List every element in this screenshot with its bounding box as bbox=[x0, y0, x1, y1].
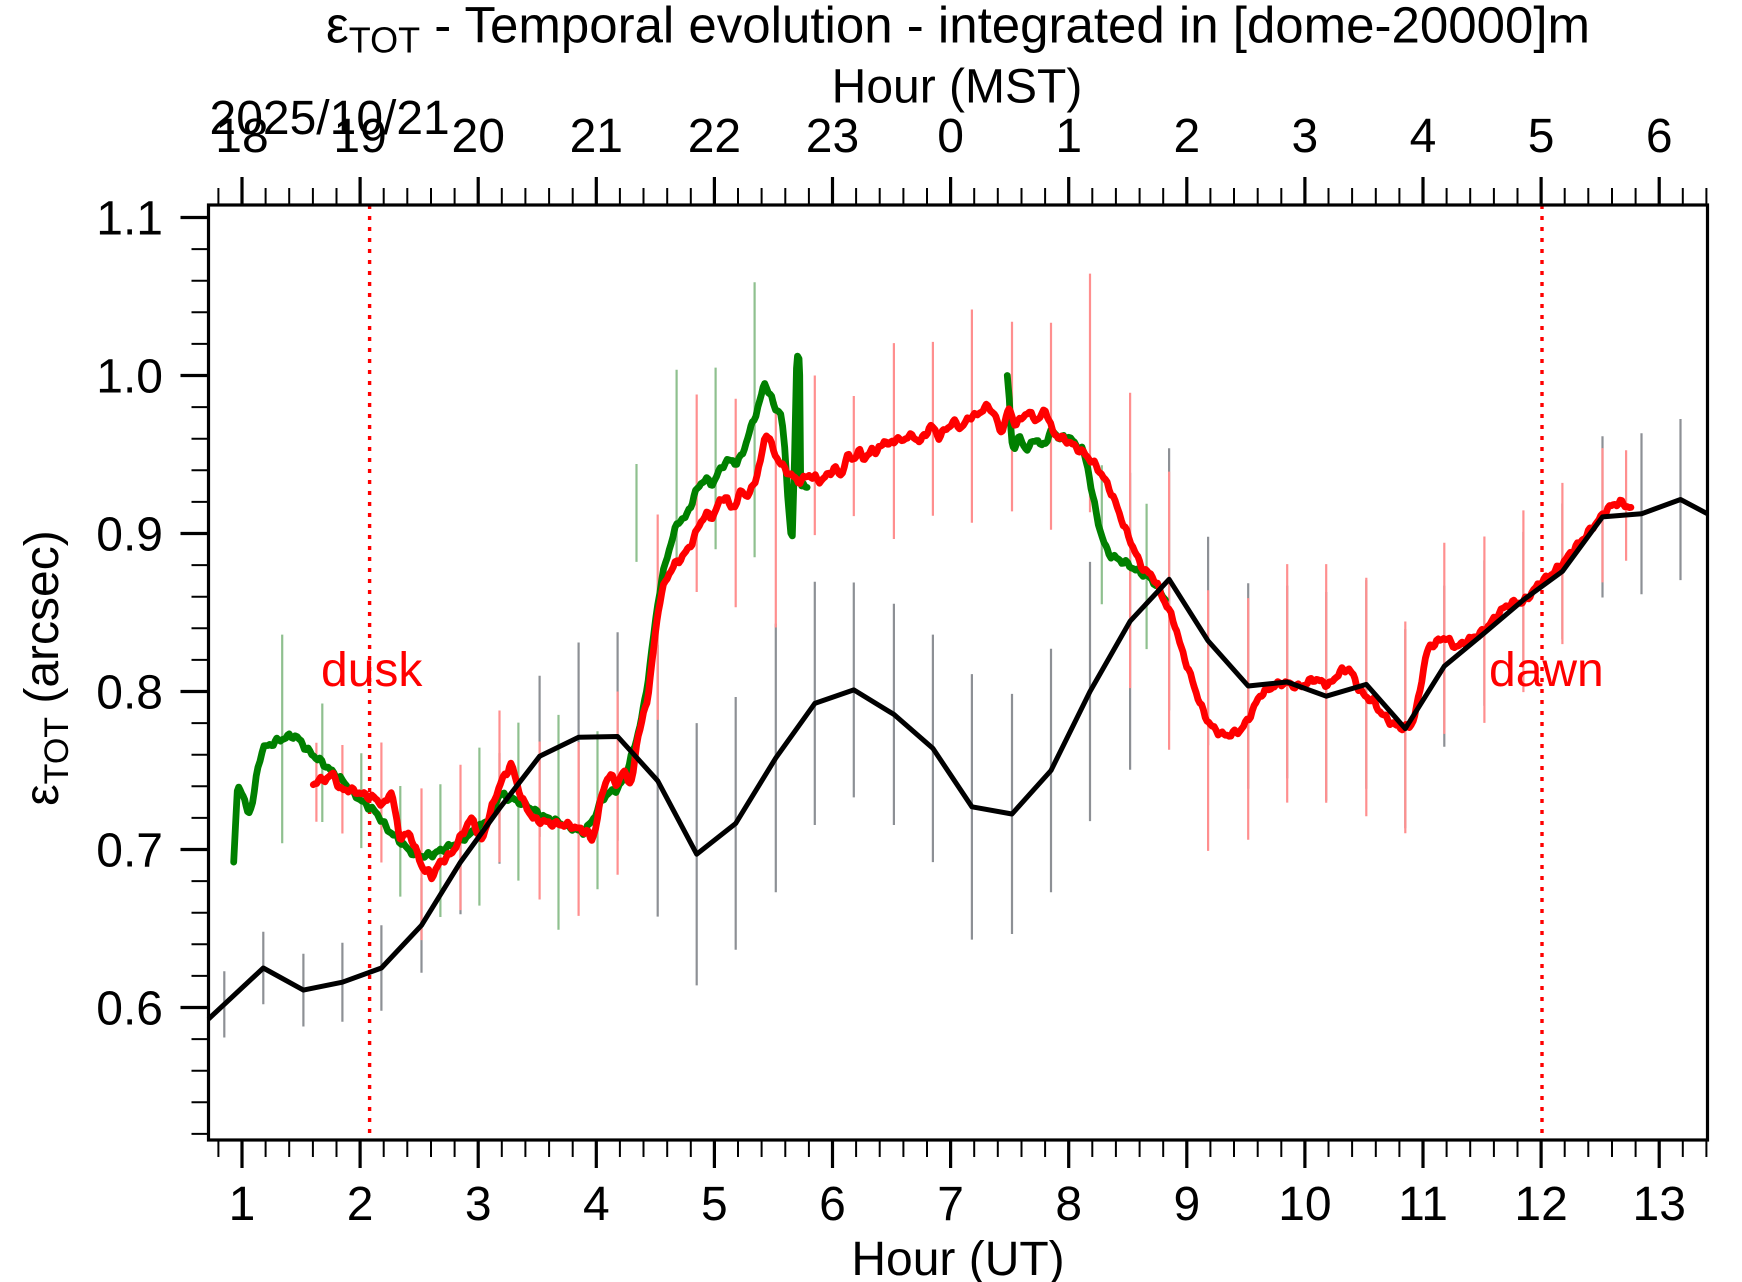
svg-text:2: 2 bbox=[1173, 110, 1200, 163]
svg-text:9: 9 bbox=[1173, 1178, 1200, 1231]
svg-text:13: 13 bbox=[1633, 1178, 1686, 1231]
svg-text:0: 0 bbox=[937, 110, 964, 163]
svg-text:21: 21 bbox=[570, 110, 623, 163]
svg-text:3: 3 bbox=[465, 1178, 492, 1231]
svg-text:6: 6 bbox=[1646, 110, 1673, 163]
svg-text:εTOT - Temporal evolution - in: εTOT - Temporal evolution - integrated i… bbox=[326, 0, 1590, 61]
svg-text:22: 22 bbox=[688, 110, 741, 163]
svg-text:dusk: dusk bbox=[321, 644, 423, 697]
svg-text:0.8: 0.8 bbox=[96, 667, 163, 720]
svg-text:7: 7 bbox=[937, 1178, 964, 1231]
svg-text:4: 4 bbox=[583, 1178, 610, 1231]
svg-text:4: 4 bbox=[1410, 110, 1437, 163]
svg-text:12: 12 bbox=[1514, 1178, 1567, 1231]
svg-text:2: 2 bbox=[347, 1178, 374, 1231]
svg-text:1: 1 bbox=[1055, 110, 1082, 163]
svg-text:0.9: 0.9 bbox=[96, 509, 163, 562]
svg-text:0.6: 0.6 bbox=[96, 983, 163, 1036]
svg-text:0.7: 0.7 bbox=[96, 825, 163, 878]
svg-text:2025/10/21: 2025/10/21 bbox=[210, 92, 450, 145]
svg-text:19: 19 bbox=[333, 110, 386, 163]
svg-text:dawn: dawn bbox=[1489, 644, 1604, 697]
svg-text:5: 5 bbox=[701, 1178, 728, 1231]
svg-text:Hour (MST): Hour (MST) bbox=[832, 61, 1083, 114]
svg-text:20: 20 bbox=[452, 110, 505, 163]
svg-text:23: 23 bbox=[806, 110, 859, 163]
svg-text:Hour (UT): Hour (UT) bbox=[851, 1233, 1064, 1282]
svg-text:1: 1 bbox=[229, 1178, 256, 1231]
svg-text:10: 10 bbox=[1278, 1178, 1331, 1231]
svg-text:5: 5 bbox=[1528, 110, 1555, 163]
svg-text:1.0: 1.0 bbox=[96, 351, 163, 404]
svg-text:1.1: 1.1 bbox=[96, 193, 163, 246]
svg-text:8: 8 bbox=[1055, 1178, 1082, 1231]
svg-text:18: 18 bbox=[215, 110, 268, 163]
svg-text:εTOT (arcsec): εTOT (arcsec) bbox=[16, 530, 76, 805]
svg-text:6: 6 bbox=[819, 1178, 846, 1231]
svg-text:11: 11 bbox=[1398, 1178, 1448, 1231]
svg-text:3: 3 bbox=[1292, 110, 1319, 163]
